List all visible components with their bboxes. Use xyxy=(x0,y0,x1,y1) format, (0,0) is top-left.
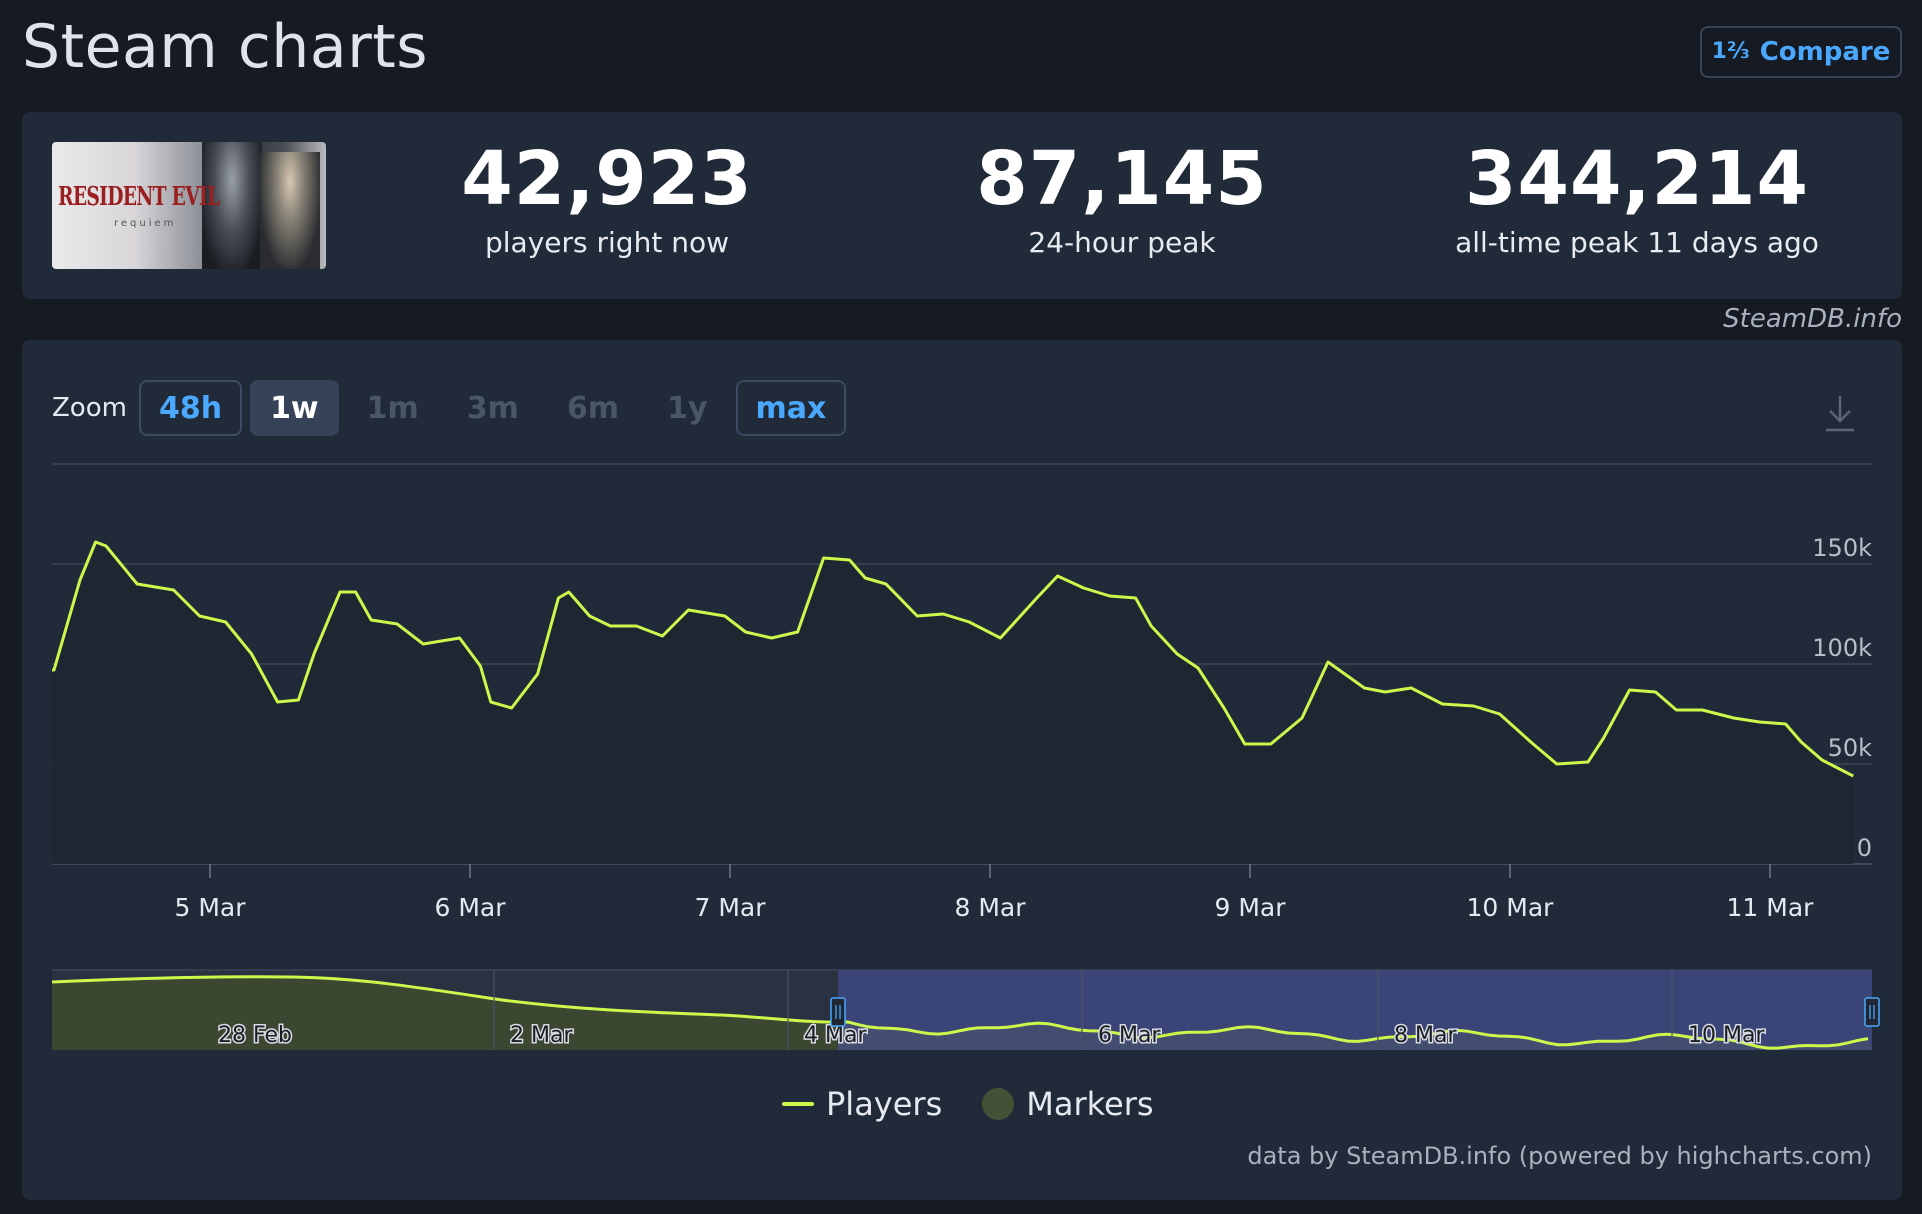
navigator-tick-label: 8 Mar xyxy=(1394,1023,1457,1048)
zoom-48h-button[interactable]: 48h xyxy=(138,380,243,436)
game-logo-subtitle: requiem xyxy=(114,218,177,229)
chart-legend: Players Markers xyxy=(782,1085,1154,1123)
game-logo-text: RESIDENT EVIL xyxy=(58,182,220,212)
zoom-1w-button[interactable]: 1w xyxy=(250,380,339,436)
navigator-line-selected xyxy=(838,1020,1869,1050)
stat-value: 87,145 xyxy=(976,136,1268,222)
zoom-6m-button[interactable]: 6m xyxy=(566,390,620,426)
navigator-line xyxy=(51,975,839,1024)
navigator-area-selected xyxy=(838,1022,1872,1050)
x-tick-label: 6 Mar xyxy=(434,893,506,922)
highcharts-credit[interactable]: data by SteamDB.info (powered by highcha… xyxy=(1247,1142,1872,1170)
navigator-tick-label: 6 Mar xyxy=(1098,1023,1161,1048)
player-chart[interactable]: 5 Mar 6 Mar 7 Mar 8 Mar 9 Mar 10 Mar 11 Mar 0 5… xyxy=(22,340,1902,1080)
navigator-tick-label: 10 Mar xyxy=(1688,1023,1765,1048)
players-area xyxy=(52,542,1854,864)
zoom-label: Zoom xyxy=(52,393,127,423)
compare-button[interactable]: 1⅔ Compare xyxy=(1700,26,1902,78)
page-title: Steam charts xyxy=(22,12,429,82)
stat-value: 42,923 xyxy=(461,136,753,222)
download-icon[interactable] xyxy=(1822,392,1858,434)
players-line-swatch xyxy=(782,1102,814,1106)
y-tick-label: 100k xyxy=(1812,634,1872,662)
navigator-handle-right[interactable] xyxy=(1864,997,1880,1027)
handle-body[interactable] xyxy=(1864,997,1880,1027)
x-tick-label: 8 Mar xyxy=(954,893,1026,922)
zoom-max-button[interactable]: max xyxy=(735,380,847,436)
legend-markers[interactable]: Markers xyxy=(982,1085,1154,1123)
legend-markers-label: Markers xyxy=(1026,1085,1154,1123)
navigator-tick-label: 28 Feb xyxy=(218,1023,292,1048)
compare-label: Compare xyxy=(1759,37,1891,67)
y-tick-label: 150k xyxy=(1812,534,1872,562)
zoom-1m-button[interactable]: 1m xyxy=(366,390,419,426)
stat-value: 344,214 xyxy=(1464,136,1810,222)
stat-label: players right now xyxy=(485,226,729,259)
navigator-handle-left[interactable] xyxy=(830,997,846,1027)
steamdb-credit-link[interactable]: SteamDB.info xyxy=(1723,304,1902,334)
chart-panel: Zoom 48h 1w 1m 3m 6m 1y max 5 Mar 6 Mar 7 … xyxy=(22,340,1902,1200)
zoom-controls: Zoom 48h 1w 1m 3m 6m 1y max xyxy=(52,380,854,436)
handle-body[interactable] xyxy=(830,997,846,1027)
x-tick-label: 10 Mar xyxy=(1467,893,1555,922)
markers-dot-swatch xyxy=(982,1088,1015,1120)
legend-players-label: Players xyxy=(826,1085,943,1123)
game-cover-image[interactable]: RESIDENT EVIL requiem xyxy=(52,142,326,269)
y-tick-label: 50k xyxy=(1828,734,1873,762)
navigator-tick-label: 4 Mar xyxy=(804,1023,867,1048)
x-tick-label: 7 Mar xyxy=(694,893,766,922)
stat-24h-peak: 87,145 24-hour peak xyxy=(957,142,1287,259)
stat-current-players: 42,923 players right now xyxy=(442,142,772,259)
stats-panel: RESIDENT EVIL requiem 42,923 players rig… xyxy=(22,112,1902,299)
navigator-area xyxy=(52,976,838,1050)
legend-players[interactable]: Players xyxy=(782,1085,942,1123)
stat-label: 24-hour peak xyxy=(1028,226,1216,259)
x-tick-label: 5 Mar xyxy=(174,893,246,922)
stat-label: all-time peak 11 days ago xyxy=(1455,226,1819,259)
navigator-tick-label: 2 Mar xyxy=(510,1023,573,1048)
stat-all-time-peak: 344,214 all-time peak 11 days ago xyxy=(1417,142,1857,259)
x-tick-label: 9 Mar xyxy=(1214,893,1286,922)
compare-icon: 1⅔ xyxy=(1711,39,1750,64)
zoom-1y-button[interactable]: 1y xyxy=(667,390,708,426)
x-tick-label: 11 Mar xyxy=(1727,893,1815,922)
y-tick-label: 0 xyxy=(1857,834,1872,862)
zoom-3m-button[interactable]: 3m xyxy=(466,390,519,426)
